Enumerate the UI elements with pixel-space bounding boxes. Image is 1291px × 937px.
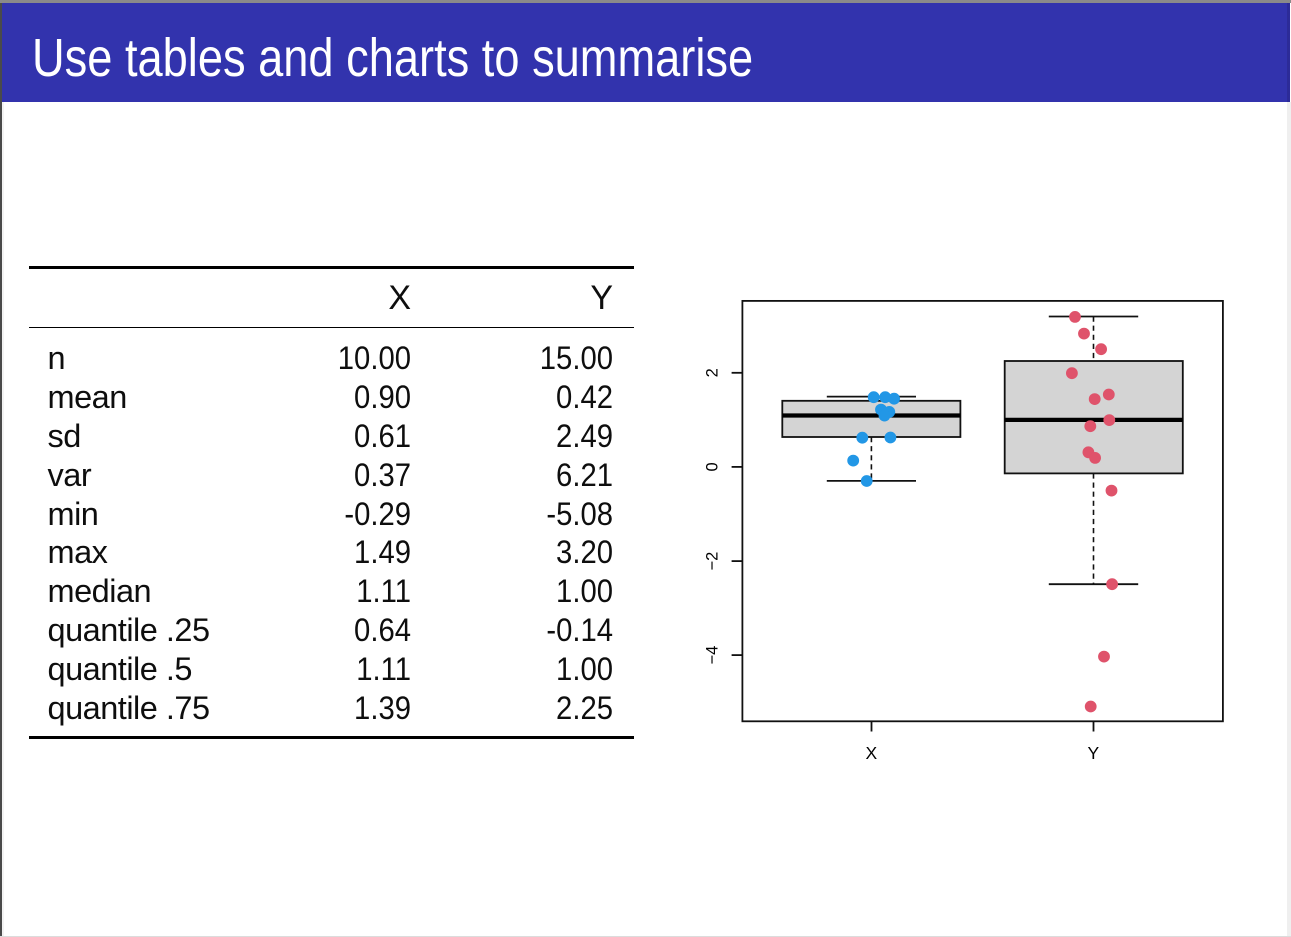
svg-text:0: 0 [704,462,722,471]
svg-text:−2: −2 [704,552,722,571]
svg-text:X: X [865,743,877,763]
svg-text:Y: Y [1088,743,1100,763]
svg-text:2: 2 [704,368,722,377]
svg-text:−4: −4 [704,646,722,665]
